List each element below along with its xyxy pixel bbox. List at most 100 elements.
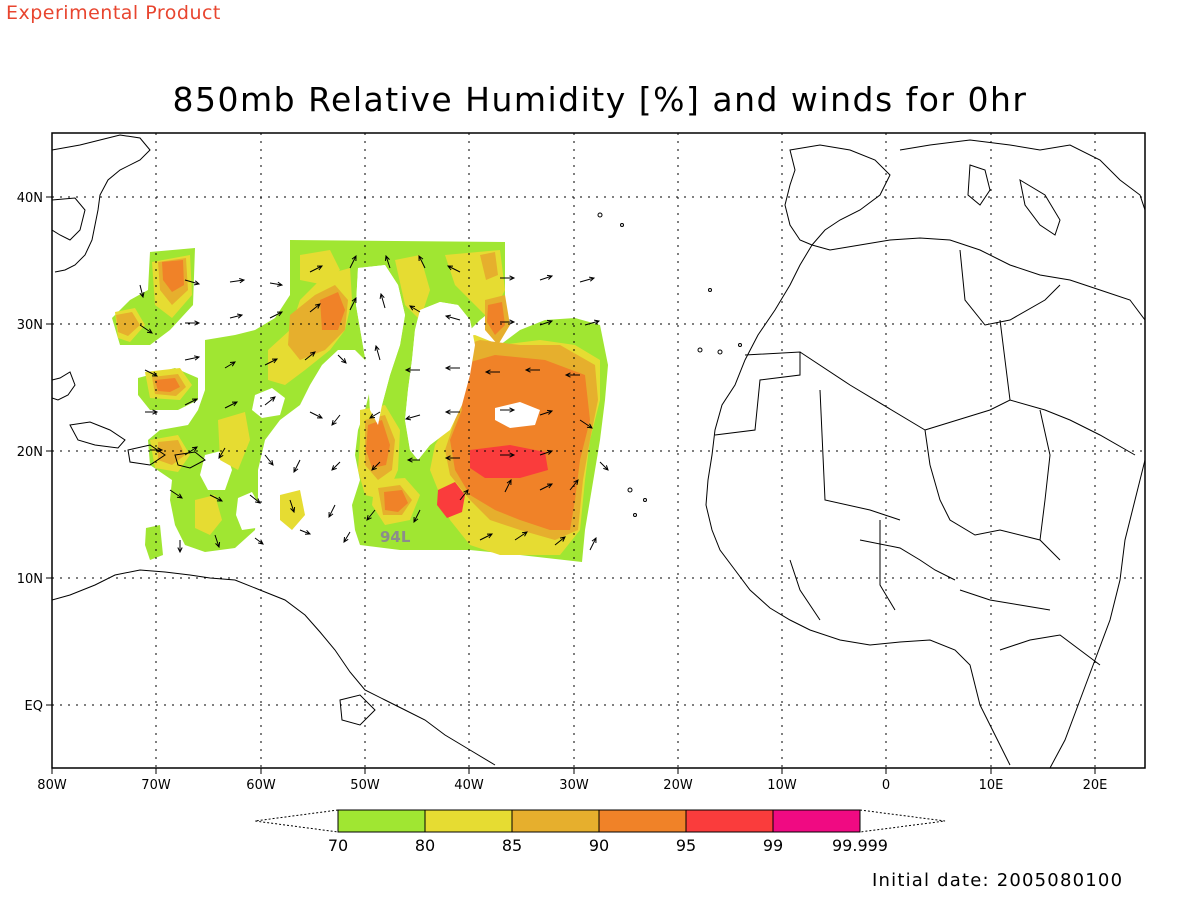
wind-arrow: [371, 461, 381, 471]
wind-arrow: [184, 355, 201, 361]
wind-arrow: [444, 365, 460, 371]
wind-arrow: [444, 409, 460, 415]
wind-arrow: [304, 351, 316, 361]
colorbar-box: [685, 809, 774, 833]
wind-arrow: [139, 284, 145, 299]
lat-label-40n: 40N: [17, 191, 43, 206]
wind-vectors: [139, 254, 609, 554]
colorbar-right-arrow: [859, 809, 946, 833]
wind-arrow: [459, 489, 469, 501]
wind-arrow: [374, 344, 381, 361]
wind-arrow: [309, 411, 324, 419]
wind-arrow: [337, 354, 347, 364]
colorbar: 70 80 85 90 95 99 99.999: [254, 809, 946, 855]
wind-arrow: [404, 414, 421, 421]
wind-arrow: [554, 536, 566, 546]
coastlines: [52, 134, 1145, 768]
wind-arrow: [328, 504, 336, 519]
wind-arrow: [264, 454, 274, 466]
colorbar-label-80: 80: [415, 836, 435, 855]
lat-label-30n: 30N: [17, 318, 43, 333]
wind-arrow: [169, 489, 183, 499]
wind-arrow: [500, 275, 516, 281]
wind-arrow: [229, 313, 244, 319]
wind-arrow: [409, 305, 421, 313]
wind-arrow: [218, 447, 226, 459]
wind-arrow: [229, 278, 246, 284]
wind-arrow: [406, 457, 420, 463]
wind-arrow: [177, 540, 183, 554]
wind-arrow: [539, 483, 554, 491]
wind-arrow: [224, 361, 236, 369]
colorbar-label-90: 90: [589, 836, 609, 855]
lon-label-60w: 60W: [246, 778, 276, 793]
wind-arrow: [289, 499, 296, 514]
wind-arrow: [569, 479, 579, 491]
colorbar-label-99: 99: [763, 836, 783, 855]
lon-label-10e: 10E: [979, 778, 1004, 793]
wind-arrow: [309, 265, 324, 273]
map-title: 850mb Relative Humidity [%] and winds fo…: [172, 80, 1028, 119]
wind-arrow: [504, 478, 512, 493]
lon-label-10w: 10W: [767, 778, 797, 793]
wind-arrow: [145, 409, 159, 415]
wind-arrow: [579, 419, 593, 429]
wind-arrow: [539, 274, 554, 281]
wind-arrow: [446, 265, 461, 273]
wind-arrow: [379, 292, 386, 309]
colorbar-box: [772, 809, 861, 833]
wind-arrow: [264, 358, 279, 366]
lat-label-20n: 20N: [17, 445, 43, 460]
wind-arrow: [564, 372, 580, 378]
wind-arrow: [584, 319, 601, 326]
wind-arrow: [249, 494, 261, 504]
lon-label-0: 0: [882, 778, 890, 793]
wind-arrow: [366, 509, 376, 521]
wind-arrow: [384, 254, 391, 269]
lat-label-10n: 10N: [17, 572, 43, 587]
colorbar-box: [424, 809, 513, 833]
wind-arrow: [349, 296, 357, 311]
colorbar-label-85: 85: [502, 836, 522, 855]
colorbar-left-arrow: [254, 809, 339, 833]
lon-label-20e: 20E: [1083, 778, 1108, 793]
colorbar-box: [337, 809, 426, 833]
storm-label: 94L: [380, 528, 411, 546]
wind-arrow: [264, 396, 276, 406]
lon-label-50w: 50W: [350, 778, 380, 793]
wind-arrow: [144, 369, 159, 377]
product-label: Experimental Product: [6, 2, 221, 24]
wind-arrow: [444, 314, 461, 321]
wind-arrow: [184, 446, 198, 456]
initial-date: Initial date: 2005080100: [872, 870, 1124, 891]
wind-arrow: [214, 534, 221, 549]
wind-arrow: [184, 398, 199, 406]
lon-label-30w: 30W: [559, 778, 589, 793]
wind-arrow: [209, 494, 224, 502]
wind-arrow: [343, 531, 351, 543]
lon-label-20w: 20W: [663, 778, 693, 793]
wind-arrow: [184, 279, 201, 286]
wind-arrow: [299, 529, 312, 535]
wind-arrow: [413, 509, 421, 524]
colorbar-label-95: 95: [676, 836, 696, 855]
lon-label-70w: 70W: [141, 778, 171, 793]
wind-arrow: [479, 533, 494, 541]
wind-arrow: [500, 407, 516, 413]
wind-arrow: [599, 461, 609, 471]
lon-label-40w: 40W: [454, 778, 484, 793]
wind-arrow: [404, 367, 420, 373]
wind-arrow: [224, 401, 239, 409]
axis-ticks: [46, 196, 1096, 774]
wind-arrow: [539, 409, 554, 416]
wind-arrow: [484, 369, 500, 375]
wind-arrow: [589, 536, 597, 551]
colorbar-box: [598, 809, 687, 833]
wind-arrow: [539, 449, 554, 456]
colorbar-box: [511, 809, 600, 833]
wind-arrow: [418, 254, 426, 269]
wind-arrow: [254, 537, 264, 545]
wind-arrow: [185, 320, 201, 326]
colorbar-label-99999: 99.999: [832, 836, 888, 855]
